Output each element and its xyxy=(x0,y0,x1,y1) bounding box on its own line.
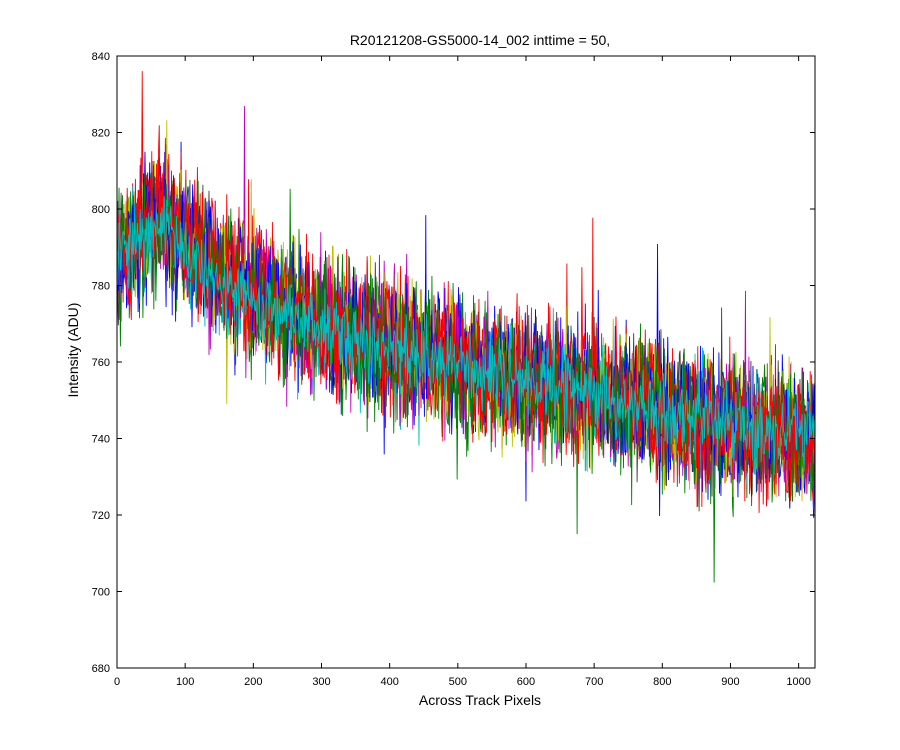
series-layer xyxy=(117,71,815,583)
x-tick-label: 100 xyxy=(176,676,194,688)
x-tick-label: 800 xyxy=(653,676,671,688)
x-tick-label: 300 xyxy=(312,676,330,688)
y-tick-label: 700 xyxy=(92,587,110,599)
x-axis: 0 100 200 300 400 500 600 700 800 900 1000 xyxy=(114,56,811,688)
y-tick-label: 820 xyxy=(92,128,110,140)
y-tick-label: 680 xyxy=(92,663,110,675)
series-line xyxy=(117,196,815,475)
chart-title: R20121208-GS5000-14_002 inttime = 50, xyxy=(350,32,610,48)
y-tick-label: 740 xyxy=(92,434,110,446)
y-axis-title: Intensity (ADU) xyxy=(65,303,81,398)
x-tick-label: 600 xyxy=(517,676,535,688)
x-tick-label: 1000 xyxy=(786,676,810,688)
x-tick-label: 500 xyxy=(449,676,467,688)
x-tick-label: 0 xyxy=(114,676,120,688)
x-tick-label: 700 xyxy=(585,676,603,688)
x-tick-label: 900 xyxy=(721,676,739,688)
x-tick-label: 200 xyxy=(244,676,262,688)
x-axis-title: Across Track Pixels xyxy=(419,692,541,708)
y-tick-label: 760 xyxy=(92,357,110,369)
y-tick-label: 800 xyxy=(92,204,110,216)
x-tick-label: 400 xyxy=(380,676,398,688)
y-axis: 680 700 720 740 760 780 800 820 840 xyxy=(92,51,815,675)
y-tick-label: 840 xyxy=(92,51,110,63)
series-line xyxy=(117,151,815,507)
y-tick-label: 780 xyxy=(92,281,110,293)
y-tick-label: 720 xyxy=(92,510,110,522)
